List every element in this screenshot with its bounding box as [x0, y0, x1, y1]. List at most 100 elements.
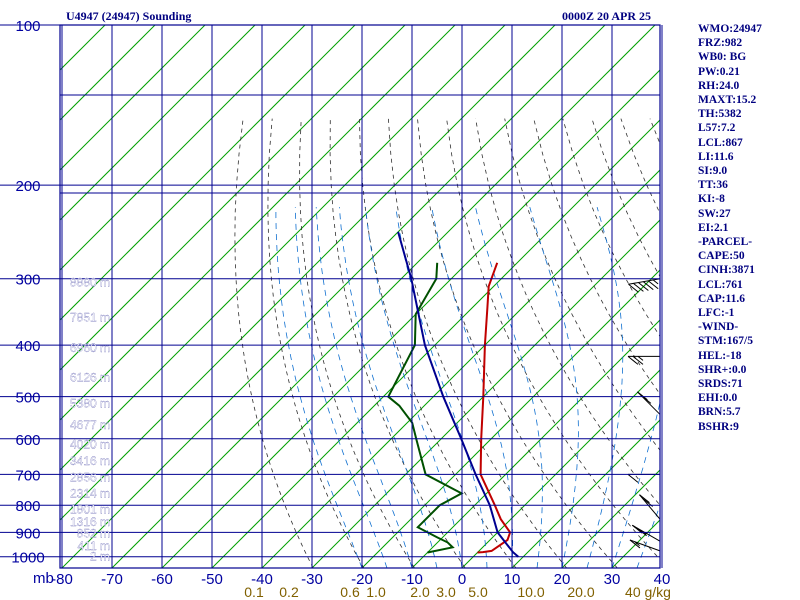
index-item: -PARCEL- [698, 236, 753, 249]
height-label: 4020 m [70, 437, 110, 451]
index-item: LCL:867 [698, 136, 743, 149]
isotherm [261, 169, 660, 568]
index-item: HEL:-18 [698, 349, 742, 362]
temperature-tick-label: 10 [504, 571, 521, 588]
isotherm [561, 469, 660, 568]
moist-adiabat [586, 206, 624, 568]
height-label: 3416 m [70, 454, 110, 468]
wind-barb-half-flag [637, 356, 644, 361]
mixing-ratio-label: 2.0 [410, 584, 430, 600]
index-item: CAP:11.6 [698, 292, 745, 305]
isotherm [211, 119, 660, 568]
moist-adiabat [395, 207, 488, 568]
height-label: 411 m [78, 539, 110, 553]
index-item: BRN:5.7 [698, 406, 741, 419]
mixing-ratio-label: 3.0 [436, 584, 456, 600]
mixing-ratio-label: 0.2 [279, 584, 299, 600]
pressure-tick-label: 900 [15, 525, 40, 542]
temperature-tick-label: 0 [458, 571, 466, 588]
wind-barb-flag [627, 473, 639, 483]
isotherm [311, 219, 660, 568]
wind-barb-flag [633, 282, 644, 292]
index-item: FRZ:982 [698, 37, 743, 50]
wind-barb-flag [628, 283, 639, 293]
temperature-tick-label: -70 [101, 571, 123, 588]
height-label: 2314 m [70, 486, 110, 500]
chart-title: U4947 (24947) Sounding [66, 9, 191, 23]
temperature-tick-label: 20 [554, 571, 571, 588]
isotherm [361, 269, 660, 568]
index-item: TT:36 [698, 179, 728, 192]
moist-adiabat [339, 207, 438, 568]
temperature-tick-label: -20 [351, 571, 373, 588]
height-label: 2 m [90, 550, 110, 564]
pressure-tick-label: 600 [15, 432, 40, 449]
mixing-ratio-label: 10.0 [517, 584, 544, 600]
index-item: SI:9.0 [698, 165, 728, 178]
wind-barb-flag [629, 539, 641, 549]
index-item: MAXT:15.2 [698, 94, 757, 107]
index-item: SW:27 [698, 207, 731, 220]
index-panel: WMO:24947 FRZ:982 WB0: BG PW:0.21 RH:24.0 MAX… [698, 22, 762, 434]
temperature-tick-label: -80 [51, 571, 73, 588]
temperature-tick-label: -40 [251, 571, 273, 588]
mixing-ratio-label: 0.1 [244, 584, 264, 600]
isotherm [60, 25, 156, 121]
y-unit-label: mb [33, 570, 54, 587]
sounding-series-1 [387, 262, 464, 554]
moist-adiabat [294, 207, 388, 568]
isotherm [60, 25, 506, 471]
pressure-tick-label: 300 [15, 272, 40, 289]
isotherm [61, 25, 606, 568]
pressure-tick-label: 400 [15, 338, 40, 355]
isotherm [60, 25, 356, 321]
mixing-ratio-label: 0.6 [340, 584, 360, 600]
height-label: 4677 m [70, 418, 110, 432]
plot-frame [59, 24, 661, 569]
temperature-tick-label: 30 [604, 571, 621, 588]
temperature-tick-label: -50 [201, 571, 223, 588]
isotherm [161, 69, 660, 568]
wind-barb-flag [632, 356, 644, 365]
mixing-ratio-label: 1.0 [366, 584, 386, 600]
isotherm [60, 25, 206, 171]
mixing-ratio-label: 40 g/kg [625, 584, 671, 600]
wind-barb-flag [642, 281, 654, 291]
pressure-tick-label: 1000 [11, 550, 44, 567]
wind-barb-flag [627, 356, 639, 365]
isotherm [411, 319, 660, 568]
index-item: -WIND- [698, 321, 739, 334]
wind-barb [629, 539, 661, 552]
wind-barb-half-flag [652, 279, 659, 285]
index-item: WB0: BG [698, 51, 747, 64]
sounding-series-0 [477, 262, 512, 554]
pressure-tick-label: 800 [15, 498, 40, 515]
pressure-tick-label: 100 [15, 18, 40, 35]
height-label: 8880 m [70, 276, 110, 290]
wind-barb-flag [637, 391, 648, 401]
moist-adiabat [275, 207, 363, 568]
height-label: 2856 m [70, 471, 110, 485]
moist-adiabat [611, 401, 660, 568]
pressure-tick-label: 500 [15, 390, 40, 407]
temperature-tick-label: -60 [151, 571, 173, 588]
index-item: PW:0.21 [698, 65, 740, 78]
index-item: LCL:761 [698, 278, 743, 291]
height-label: 1316 m [70, 515, 110, 529]
isotherm [60, 25, 306, 271]
isotherm [60, 25, 406, 371]
isotherm [60, 25, 556, 521]
wind-barb-flag [639, 494, 650, 504]
temperature-tick-label: -30 [301, 571, 323, 588]
index-item: EI:2.1 [698, 221, 729, 234]
index-item: TH:5382 [698, 108, 742, 121]
wind-barb-half-flag [634, 541, 640, 547]
moist-adiabat [315, 207, 413, 568]
index-item: SHR+:0.0 [698, 363, 747, 376]
height-label: 852 m [77, 527, 110, 541]
height-label: 7851 m [70, 311, 110, 325]
isotherm [60, 25, 456, 421]
wind-barb-flag [647, 280, 659, 290]
mixing-ratio-label: 5.0 [468, 584, 488, 600]
